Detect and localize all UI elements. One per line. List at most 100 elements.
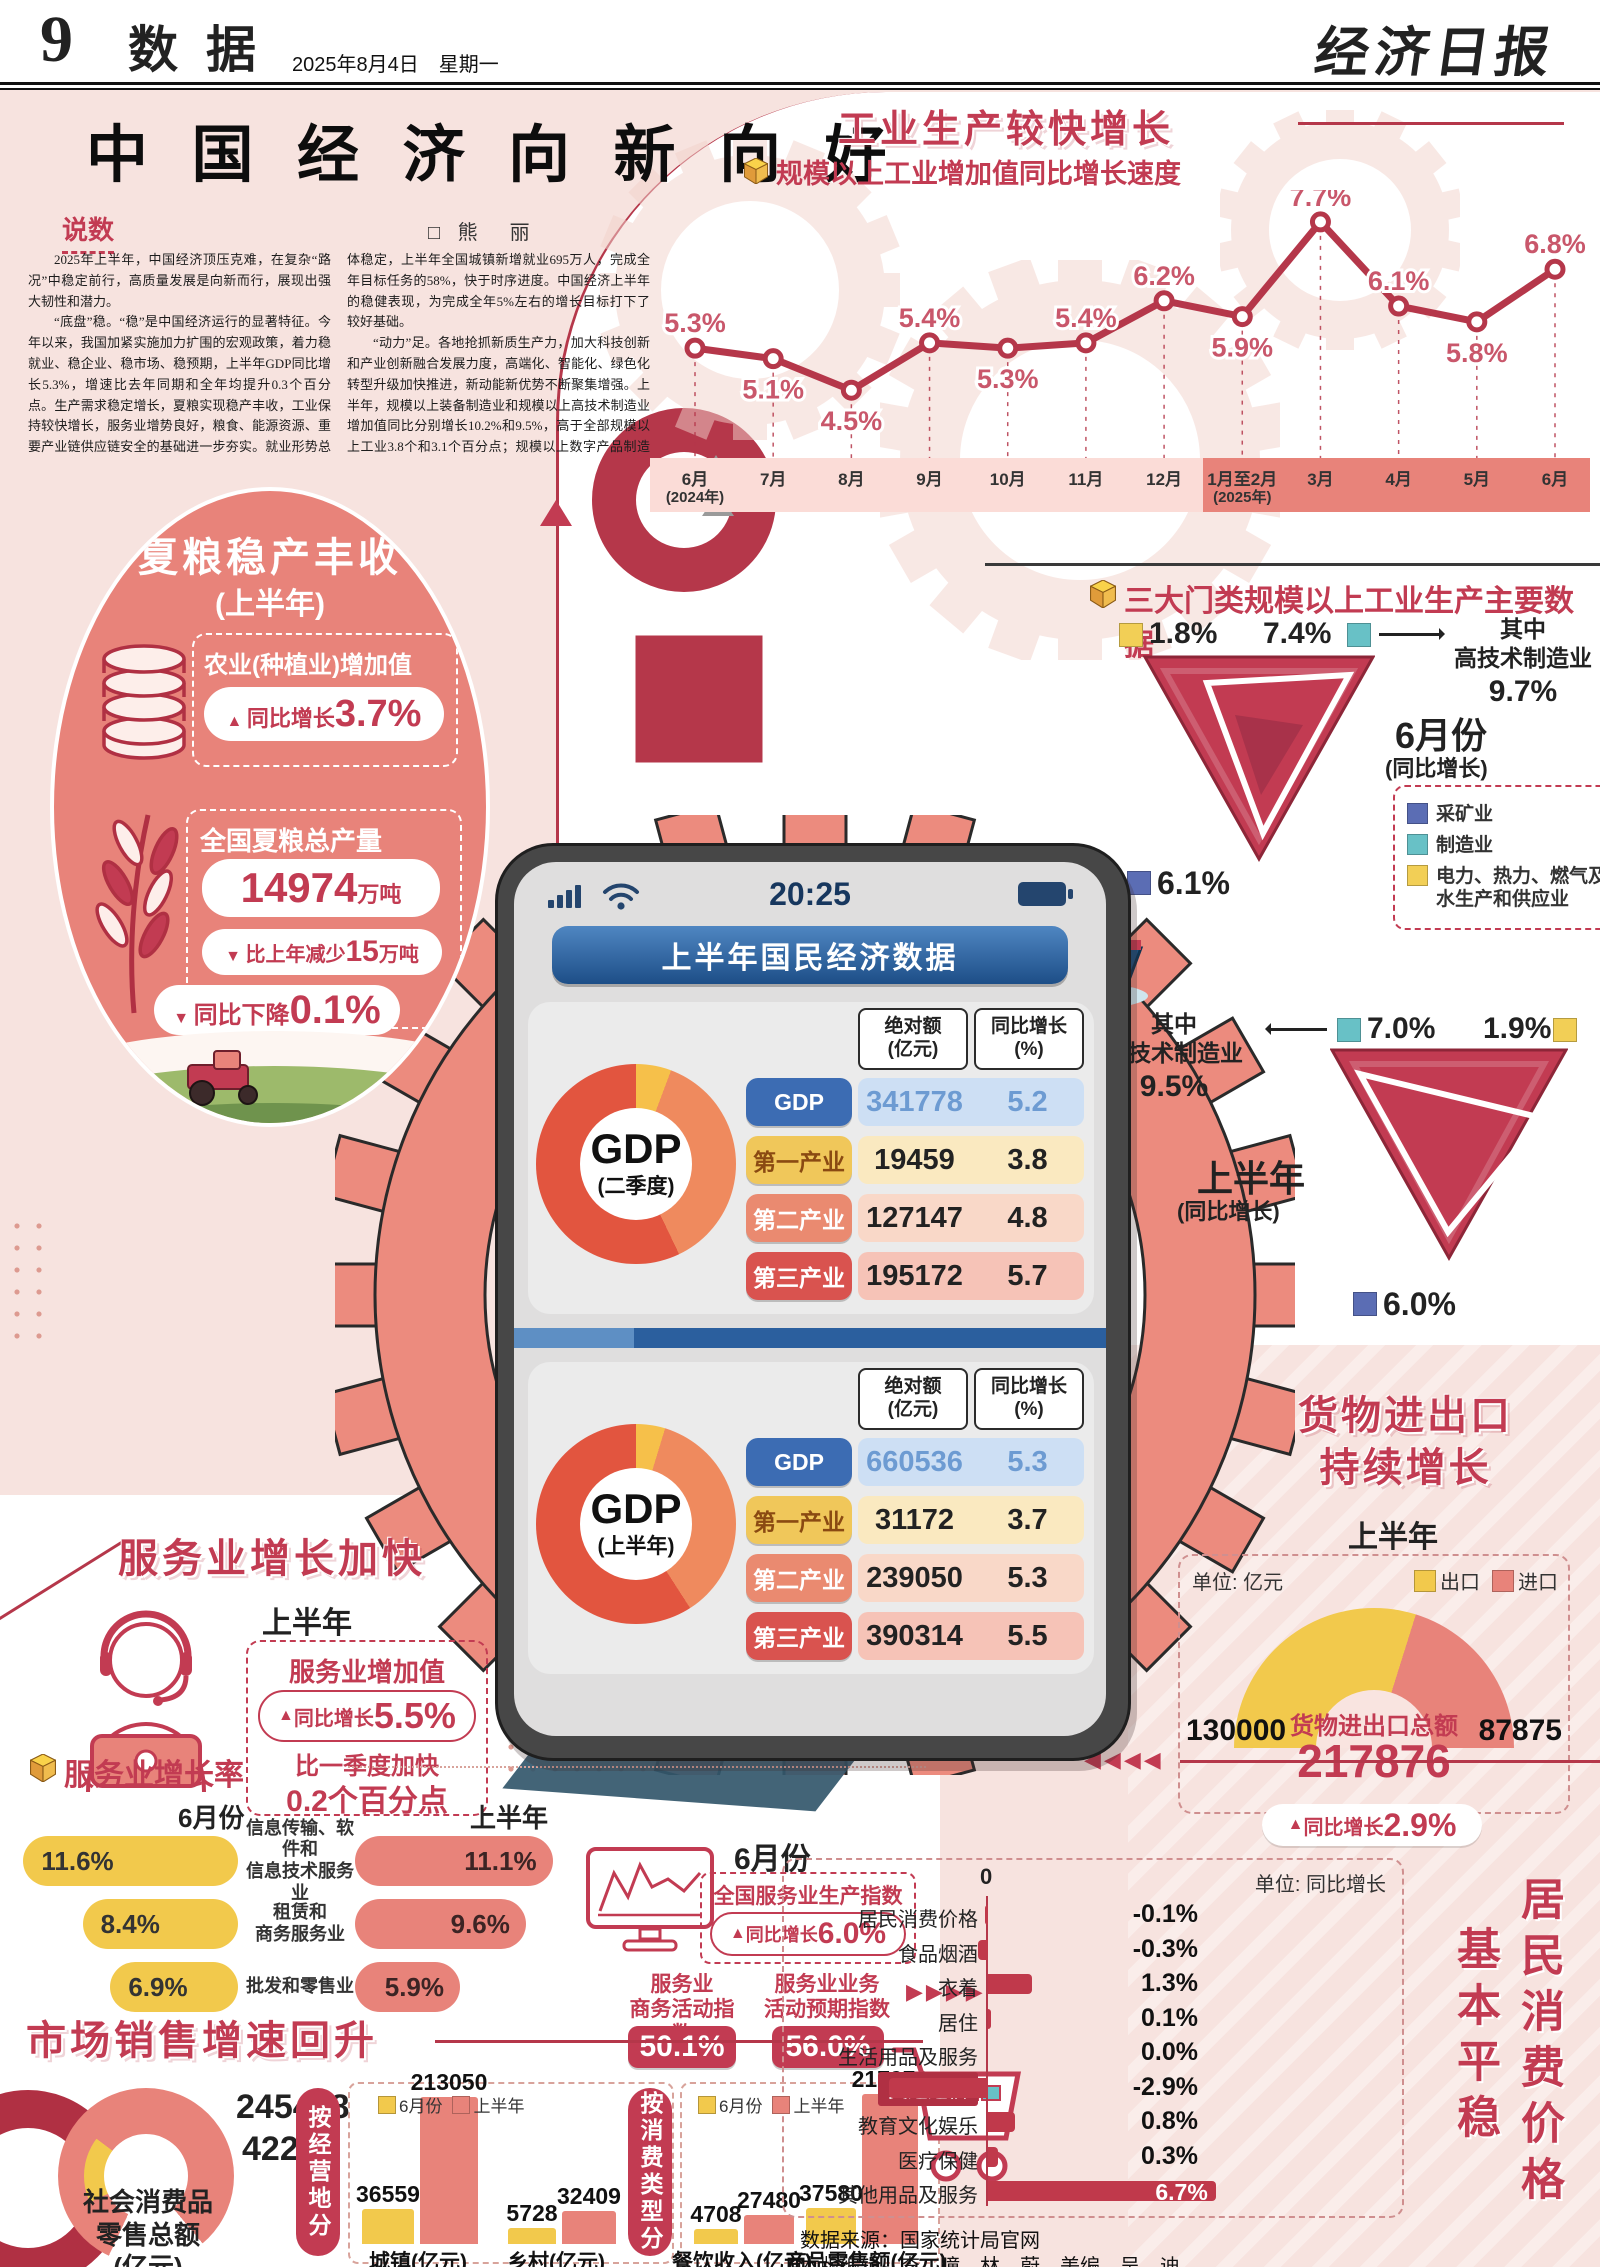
line-point-label: 5.1% xyxy=(742,375,804,405)
legend-label: 出口 xyxy=(1440,1572,1480,1594)
legend-swatch xyxy=(452,2096,471,2114)
cpi-row: 衣着 1.3% xyxy=(792,1967,1392,2001)
cpi-row-value: -2.9% xyxy=(1132,2072,1198,2101)
line-point-label: 5.3% xyxy=(664,308,726,338)
table-row: GDP 341778 5.2 xyxy=(746,1078,1086,1126)
legend-label: 电力、热力、燃气及 水生产和供应业 xyxy=(1436,865,1600,911)
abs-value: 127147 xyxy=(866,1201,963,1234)
services-growth-box: 服务业增加值 ▲ 同比增长 5.5% 比一季度加快 0.2个百分点 xyxy=(246,1640,488,1818)
axis-capsule: 按经营地分 xyxy=(296,2088,340,2256)
summer-grain-section: 夏粮稳产丰收 (上半年) 农业(种植业)增加值 ▲ 同比增长3.7% xyxy=(50,487,490,1127)
row-label: 第二产业 xyxy=(746,1554,852,1602)
growth-value: 5.5 xyxy=(1007,1619,1048,1652)
bar-group-box xyxy=(348,2082,674,2264)
gdp-donut-chart: GDP (上半年) xyxy=(536,1424,736,1624)
services-section-title: 服务业增长加快 xyxy=(118,1537,426,1581)
si-box2-value: 56.0% xyxy=(772,2026,884,2068)
trade-growth-capsule: ▲ 同比增长 2.9% xyxy=(1262,1804,1482,1846)
hightech-value-h1: 9.5% xyxy=(1139,1069,1209,1103)
cpi-row-label: 居住 xyxy=(938,2012,978,2035)
si-box1-value: 50.1% xyxy=(628,2026,736,2068)
mining-value-june: 6.1% xyxy=(1157,865,1230,901)
service-index-box: 全国服务业生产指数 ▲ 同比增长 6.0% xyxy=(700,1872,916,1964)
abs-value: 31172 xyxy=(874,1503,955,1536)
services-growth-capsule: ▲ 同比增长 5.5% xyxy=(258,1690,476,1742)
month-label: 4月 xyxy=(1385,470,1412,489)
phone-data-header: 上半年国民经济数据 xyxy=(552,926,1068,984)
gdp-h1-panel: GDP (上半年) 绝对额 (亿元) 同比增长 (%) GDP 660536 5.3 第一产业… xyxy=(528,1362,1094,1674)
cpi-row: 教育文化娱乐 0.8% xyxy=(792,2105,1392,2139)
down2-prefix: 同比下降 xyxy=(193,1002,290,1029)
legend-item: 制造业 xyxy=(1407,833,1600,859)
month-year-note: (2025年) xyxy=(1213,489,1272,506)
cpi-row-value: 0.8% xyxy=(1141,2107,1198,2135)
trade-growth-prefix: 同比增长 xyxy=(1303,1816,1384,1839)
triangle-deco-red xyxy=(540,500,572,526)
cpi-row: 其他用品及服务 6.7% xyxy=(792,2174,1392,2208)
phone-statusbar: 20:25 xyxy=(514,872,1106,916)
service-rates-heading: 服务业增长率 xyxy=(64,1759,244,1792)
mining-value-h1: 6.0% xyxy=(1383,1286,1456,1322)
service-rate-row: 11.6%信息传输、软件和 信息技术服务业11.1% xyxy=(20,1818,930,1903)
cpi-row-value: 1.3% xyxy=(1141,1969,1198,1997)
row-label: GDP xyxy=(746,1078,852,1126)
service-rate-row: 8.4% 租赁和 商务服务业 9.6% xyxy=(20,1899,930,1949)
monitor-chart-icon xyxy=(586,1847,714,1952)
cpi-row: 生活用品及服务 0.0% xyxy=(792,2036,1392,2070)
cpi-axis xyxy=(986,1896,988,2206)
growth-value: 4.8 xyxy=(1007,1201,1048,1234)
row-values: 239050 5.3 xyxy=(858,1554,1084,1602)
growth-value: 3.8 xyxy=(1007,1143,1048,1176)
three-sectors-h1: 其中 高技术制造业 9.5% 7.0% 1.9% 上半年 (同比增长) 6.0% xyxy=(1085,1000,1590,1345)
month-label: 8月 xyxy=(838,470,865,489)
col-h1: 上半年 xyxy=(470,1803,549,1833)
service-index-growth: ▲ 同比增长 6.0% xyxy=(710,1912,906,1956)
line-point-label: 5.4% xyxy=(1055,303,1117,333)
grain-subtitle: (上半年) xyxy=(215,588,325,621)
cpi-row-label: 食品烟酒 xyxy=(898,1943,978,1966)
row-label: 第二产业 xyxy=(746,1194,852,1242)
row-label: 第一产业 xyxy=(746,1496,852,1544)
retail-bar-label: 城镇(亿元) xyxy=(369,2251,467,2267)
ag-dashed-box xyxy=(192,633,458,767)
issue-date: 2025年8月4日 星期一 xyxy=(292,54,499,76)
row-label: 第一产业 xyxy=(746,1136,852,1184)
month-label: 11月 xyxy=(1068,470,1104,489)
row-values: 660536 5.3 xyxy=(858,1438,1084,1486)
cpi-row-value: 0.1% xyxy=(1141,2003,1198,2032)
grain-down1-capsule: ▼ 比上年减少15万吨 xyxy=(202,929,442,975)
sector-legend: 采矿业制造业电力、热力、燃气及 水生产和供应业 xyxy=(1393,785,1600,930)
growth-value: 5.3 xyxy=(1007,1561,1048,1594)
utilities-value-h1: 1.9% xyxy=(1483,1012,1552,1045)
hightech-june: 其中 高技术制造业 9.7% xyxy=(1453,615,1593,710)
legend-swatch xyxy=(378,2096,396,2114)
ag-label: 农业(种植业)增加值 xyxy=(204,652,412,679)
legend-label: 采矿业 xyxy=(1436,804,1494,825)
retail-bar xyxy=(694,2229,738,2244)
utilities-value-june: 1.8% xyxy=(1149,617,1218,650)
triangle-chart-h1 xyxy=(1330,1048,1568,1262)
table-header: 绝对额 (亿元) xyxy=(858,1008,968,1070)
article-p3: “动力”足。各地抢抓新质生产力，加大科技创新和产业创新融合发展力度，高端化、智能… xyxy=(347,335,650,455)
services-item: 服务业增加值 xyxy=(288,1657,445,1687)
grain-down2-capsule: ▼ 同比下降0.1% xyxy=(154,985,400,1035)
services-period: 上半年 xyxy=(262,1607,352,1640)
section-name: 数据 xyxy=(128,22,284,78)
june-bar: 11.6% xyxy=(23,1836,238,1886)
utilities-swatch xyxy=(1119,623,1143,647)
bar-group-legend: 6月份 上半年 xyxy=(368,2092,524,2117)
retail-bar-value: 36559 xyxy=(356,2180,420,2207)
legend-swatch xyxy=(1407,864,1428,886)
row-label: GDP xyxy=(746,1438,852,1486)
month-label: 5月 xyxy=(1463,470,1491,489)
donut-subtitle: (二季度) xyxy=(597,1175,675,1198)
month-label: 6月 xyxy=(1541,470,1569,489)
cpi-bar xyxy=(988,2112,1016,2132)
cpi-row-label: 医疗保健 xyxy=(898,2150,978,2173)
table-row: 第一产业 19459 3.8 xyxy=(746,1136,1086,1184)
utilities-swatch xyxy=(1553,1018,1577,1042)
gdp-donut-label: GDP (二季度) xyxy=(580,1108,692,1220)
services-note-2: 0.2个百分点 xyxy=(286,1785,448,1818)
trade-title-line1: 货物进出口 xyxy=(1298,1394,1513,1438)
donut-subtitle: (上半年) xyxy=(597,1535,675,1558)
